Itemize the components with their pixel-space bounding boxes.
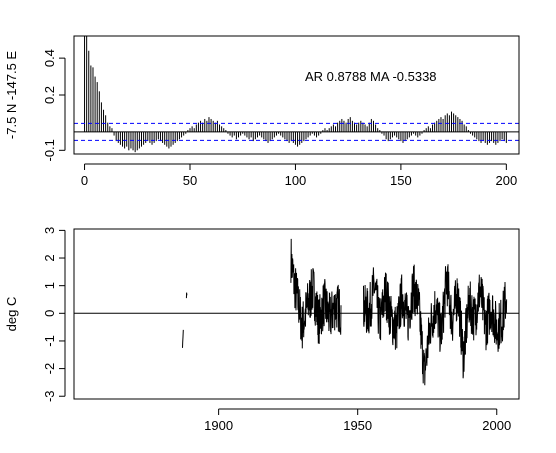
anomaly-x-tick-label: 1950 [343,418,372,433]
anomaly-y-axis-title: deg C [4,297,19,332]
acf-y-axis: -0.1 0.2 0.4 [42,49,66,162]
acf-y-axis-title: -7.5 N -147.5 E [4,51,19,139]
anomaly-line-segment [290,238,342,349]
anomaly-y-tick-label: 2 [42,254,57,261]
anomaly-y-axis: -3 -2 -1 0 1 2 3 [42,227,66,402]
acf-y-tick-label: -0.1 [42,139,57,161]
anomaly-line-segment [182,329,184,348]
acf-plot-frame [73,35,520,155]
anomaly-x-tick-label: 2000 [482,418,511,433]
acf-spikes [84,36,507,153]
anomaly-y-tick-label: 0 [42,310,57,317]
anomaly-plot-frame [73,228,520,400]
anomaly-y-tick-label: 3 [42,227,57,234]
acf-y-tick-label: 0.2 [42,86,57,104]
acf-x-tick-label: 150 [390,173,412,188]
anomaly-series [182,238,508,386]
acf-x-axis: 0 50 100 150 200 [81,163,517,188]
anomaly-x-axis: 1900 1950 2000 [204,408,511,433]
acf-x-tick-label: 50 [183,173,197,188]
anomaly-panel: 1900 1950 2000 -3 -2 -1 0 1 2 3 deg C [4,227,520,433]
acf-annotation: AR 0.8788 MA -0.5338 [305,69,437,84]
anomaly-y-tick-label: -1 [42,335,57,347]
anomaly-y-tick-label: 1 [42,282,57,289]
anomaly-y-tick-label: -3 [42,390,57,402]
acf-panel: 0 50 100 150 200 -0.1 0.2 0.4 AR 0.8788 MA -0.… [4,35,520,188]
acf-x-tick-label: 100 [285,173,307,188]
acf-x-tick-label: 0 [81,173,88,188]
acf-y-tick-label: 0.4 [42,49,57,67]
anomaly-line-segment [363,264,508,386]
anomaly-line-segment [185,292,188,299]
anomaly-y-tick-label: -2 [42,363,57,375]
acf-x-tick-label: 200 [495,173,517,188]
anomaly-x-tick-label: 1900 [204,418,233,433]
